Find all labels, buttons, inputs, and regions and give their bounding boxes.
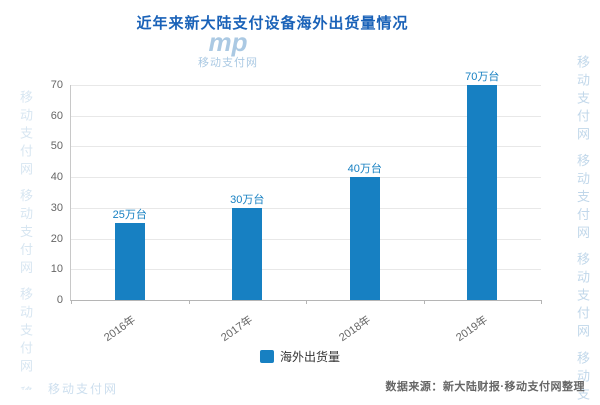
- watermark-bottom-left: 移动支付网: [48, 382, 119, 396]
- x-axis-tick: [541, 300, 542, 304]
- chart-title: 近年来新大陆支付设备海外出货量情况: [136, 15, 409, 32]
- bar: [232, 207, 263, 300]
- y-axis-tick-label: 10: [50, 263, 63, 276]
- x-axis-tick: [71, 300, 72, 304]
- x-axis-category-label: 2018年: [336, 313, 373, 345]
- gridline: [71, 238, 541, 240]
- watermark-logo: mp 移动支付网: [198, 27, 258, 70]
- source-prefix: 数据来源：: [385, 381, 443, 393]
- y-axis-tick-label: 20: [50, 232, 63, 245]
- bar-value-label: 25万台: [112, 209, 147, 222]
- watermark-logo-icon: mp: [208, 27, 248, 57]
- y-axis-tick-label: 60: [50, 109, 63, 122]
- x-axis-category-label: 2017年: [219, 313, 256, 345]
- gridline: [71, 115, 541, 117]
- legend-label: 海外出货量: [279, 350, 341, 364]
- x-axis-tick: [306, 300, 307, 304]
- y-axis-tick-label: 0: [56, 294, 63, 306]
- plot-area: 0 10 20 30 40 50 60 70 25万台 2016年 30万台 2017年 40万台 201…: [51, 71, 542, 344]
- x-axis-category-label: 2016年: [101, 313, 138, 345]
- gridline: [71, 146, 541, 148]
- y-axis-tick-label: 40: [50, 171, 63, 184]
- legend[interactable]: 海外出货量: [259, 348, 341, 365]
- watermark-logo-text: 移动支付网: [198, 57, 258, 69]
- x-axis-tick: [423, 300, 425, 304]
- watermark-strip-right: 移动支付网 移动支付网 移动支付网 移动支付网 移动支付网 移动支付网 移动支付…: [573, 55, 592, 400]
- y-axis-tick-label: 30: [50, 201, 63, 214]
- x-axis-category-label: 2019年: [454, 313, 491, 345]
- bar-value-label: 40万台: [347, 163, 382, 176]
- y-axis-tick-label: 70: [50, 79, 63, 91]
- gridline: [71, 177, 541, 179]
- bar-value-label: 70万台: [465, 71, 500, 83]
- gridline: [71, 207, 541, 209]
- bar-value-label: 30万台: [230, 193, 265, 206]
- bar: [349, 177, 380, 300]
- source-note: 数据来源：新大陆财报·移动支付网整理: [385, 378, 585, 394]
- y-axis-tick-label: 50: [50, 140, 63, 153]
- legend-swatch-icon[interactable]: [259, 350, 274, 363]
- gridline: [71, 269, 541, 271]
- source-text: 新大陆财报·移动支付网整理: [442, 381, 585, 393]
- bar: [114, 223, 145, 300]
- x-axis-tick: [188, 300, 190, 304]
- gridline: [71, 85, 541, 86]
- bar: [467, 85, 498, 300]
